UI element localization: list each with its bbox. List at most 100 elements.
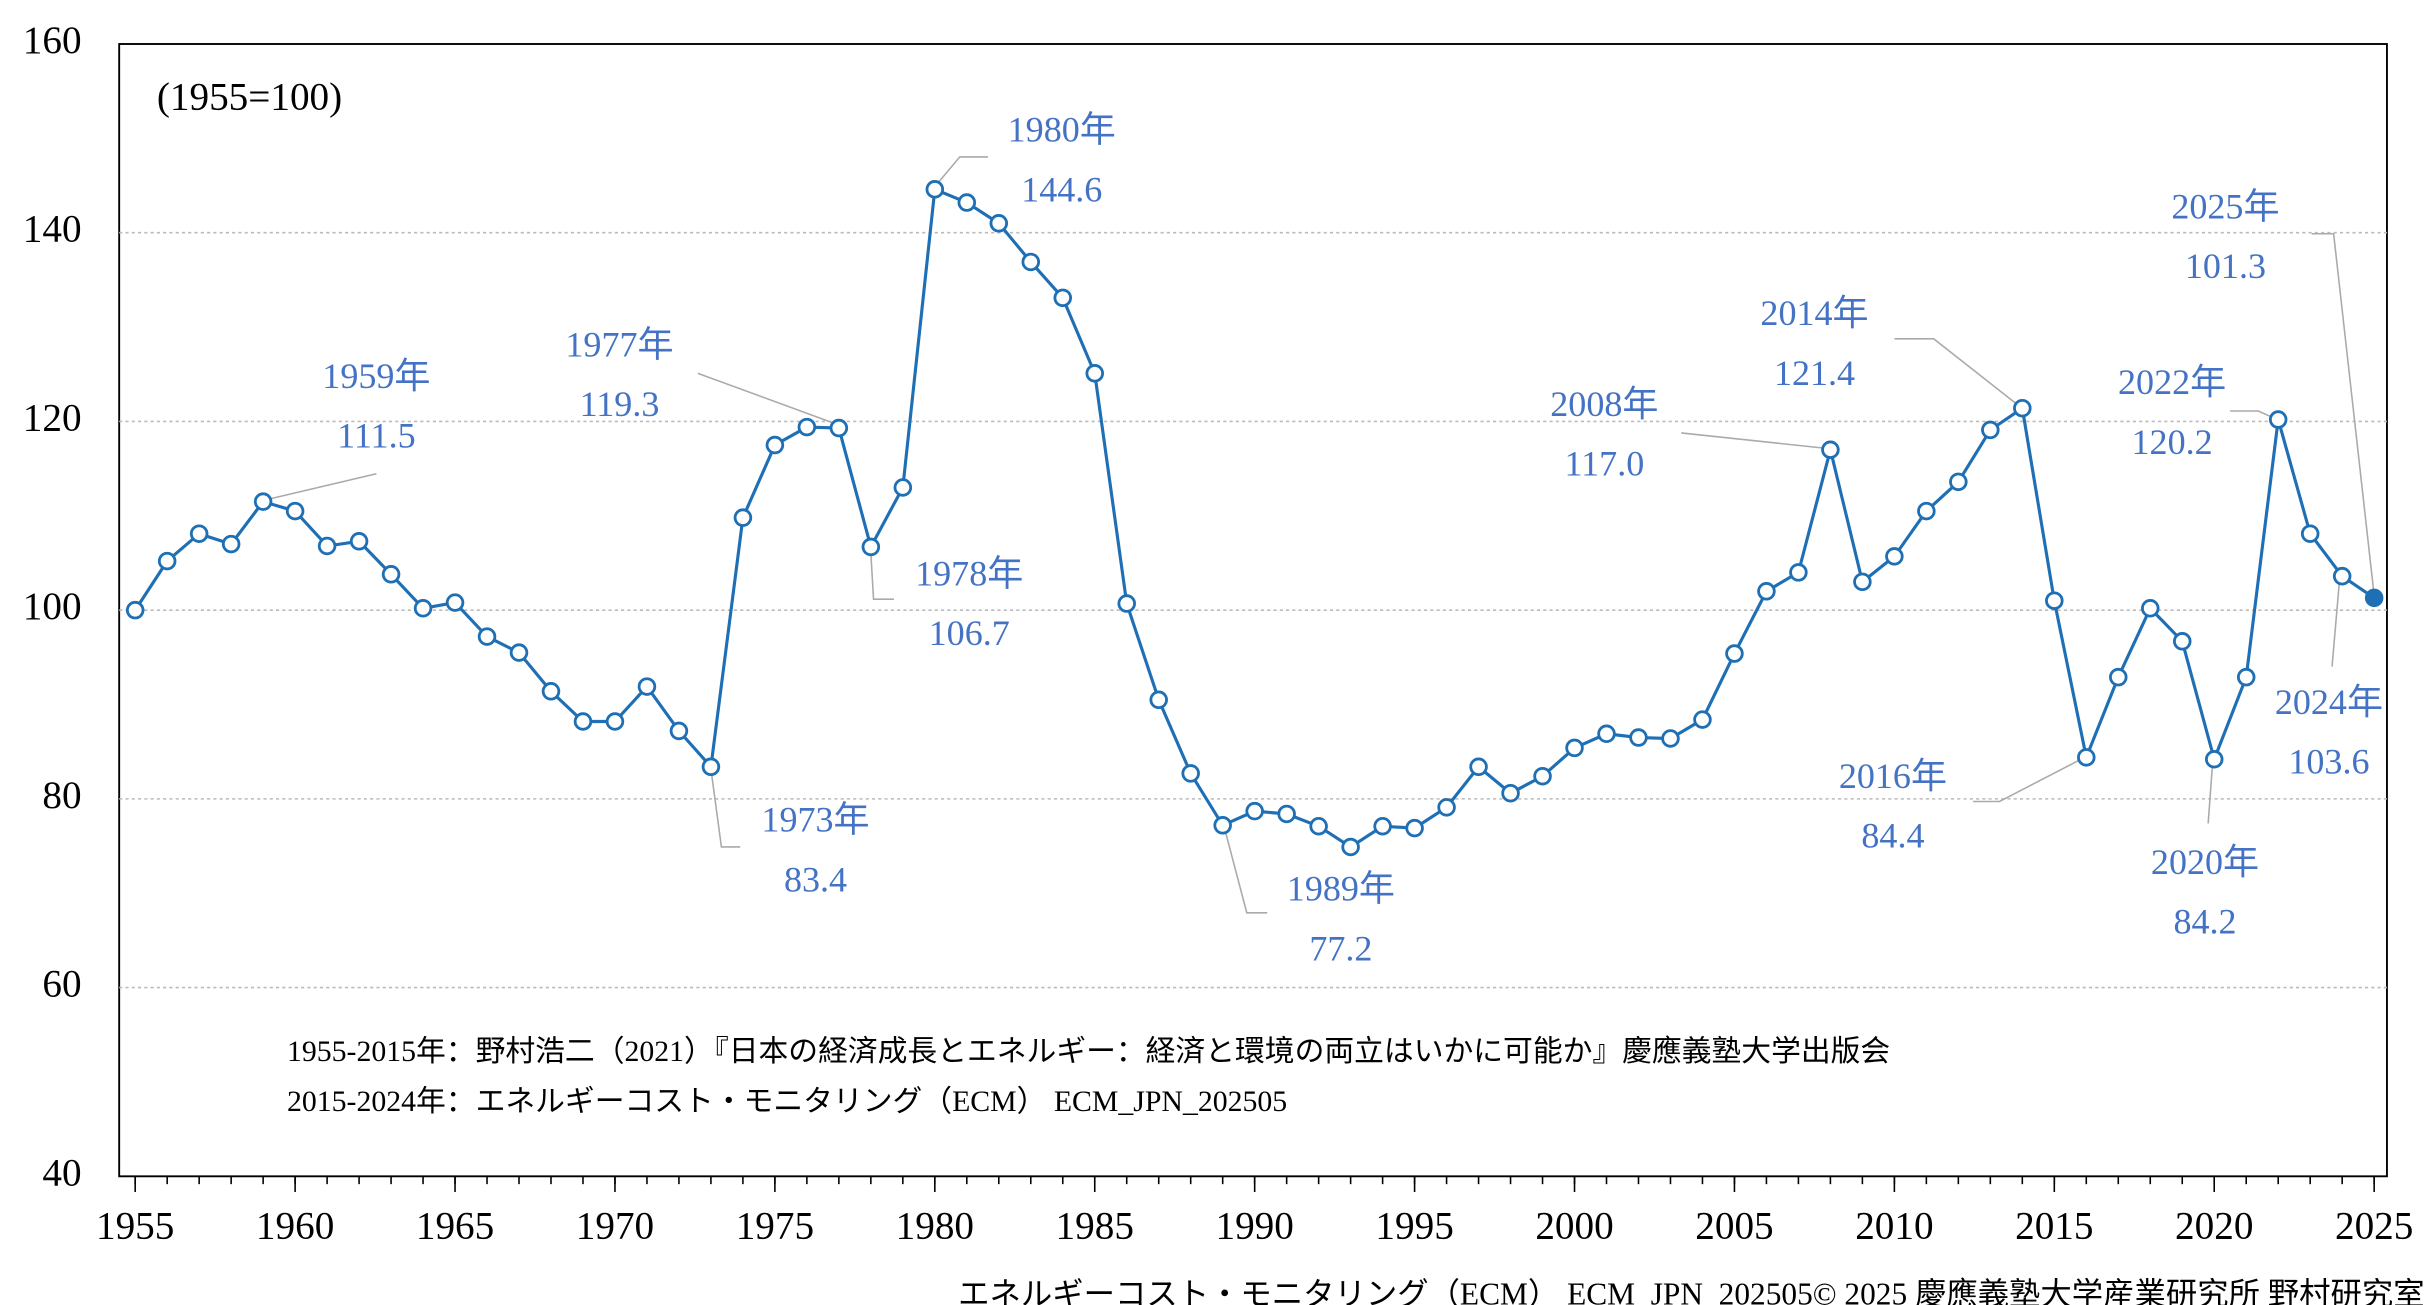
data-point (701, 757, 721, 777)
value-label: 144.6 (1021, 169, 1102, 209)
data-point (765, 435, 785, 455)
data-point (1213, 816, 1232, 835)
y-tick-label: 80 (42, 774, 81, 817)
x-tick-label: 2015 (2015, 1205, 2093, 1248)
x-tick-label: 1965 (416, 1205, 494, 1248)
data-point (637, 677, 657, 696)
data-point (957, 193, 977, 212)
data-point (2141, 599, 2160, 618)
x-tick-label: 1960 (256, 1205, 334, 1248)
leader-line (1972, 756, 2085, 803)
data-point (2204, 749, 2224, 769)
data-point (861, 537, 881, 557)
data-point (573, 712, 593, 731)
data-point (1149, 690, 1168, 710)
point-label: 1989年 (1287, 869, 1395, 909)
value-label: 84.4 (1861, 815, 1924, 855)
data-point (349, 532, 369, 551)
data-point (2236, 667, 2256, 687)
data-point (1725, 644, 1744, 663)
leader-line (1222, 823, 1268, 914)
data-point (989, 214, 1009, 233)
data-point (1757, 582, 1776, 601)
x-tick-label: 2020 (2175, 1205, 2253, 1248)
point-label: 2016年 (1839, 756, 1947, 796)
leader-line (869, 545, 894, 600)
data-point (1981, 420, 2000, 440)
leader-line (1894, 338, 2023, 409)
point-label: 1973年 (761, 800, 869, 840)
data-point (253, 492, 273, 511)
x-tick-label: 1995 (1375, 1205, 1453, 1248)
data-point (669, 721, 689, 741)
data-point (1117, 594, 1136, 613)
leader-line (709, 765, 741, 848)
data-point (317, 536, 337, 556)
data-point (381, 565, 401, 584)
y-tick-label: 100 (23, 585, 82, 628)
x-tick-label: 2010 (1855, 1205, 1933, 1248)
leader-line (263, 472, 377, 502)
data-point (541, 682, 561, 701)
x-tick-label: 2000 (1535, 1205, 1613, 1248)
value-label: 103.6 (2288, 742, 2369, 782)
series-line (133, 187, 2376, 849)
value-label: 111.5 (337, 415, 415, 455)
leader-line (2331, 575, 2341, 667)
data-point (157, 551, 177, 571)
data-point (1245, 801, 1264, 821)
value-label: 77.2 (1309, 928, 1372, 968)
leader-line (697, 372, 840, 426)
data-point (1373, 816, 1392, 836)
data-point (1597, 724, 1616, 744)
y-tick-label: 120 (23, 396, 82, 439)
leader-line (934, 156, 989, 188)
point-label: 1980年 (1008, 110, 1116, 150)
data-point (1469, 757, 1488, 777)
value-label: 101.3 (2185, 246, 2266, 286)
data-point (189, 524, 209, 543)
data-point (1789, 563, 1808, 582)
point-label: 2014年 (1760, 293, 1868, 333)
leader-line (2311, 232, 2376, 598)
x-tick-label: 1985 (1056, 1205, 1134, 1248)
point-label: 2022年 (2118, 362, 2226, 402)
data-point (445, 593, 465, 612)
data-point (285, 501, 305, 521)
data-point (605, 712, 625, 731)
data-point (125, 600, 145, 620)
source-line: 2015-2024年：エネルギーコスト・モニタリング（ECM） ECM_JPN_… (287, 1085, 1287, 1118)
value-label: 119.3 (580, 384, 660, 424)
data-point (2172, 632, 2192, 651)
data-point (1949, 472, 1968, 492)
x-tick-label: 1990 (1215, 1205, 1293, 1248)
y-tick-label: 160 (23, 19, 82, 62)
data-point (509, 643, 529, 662)
data-point (2300, 524, 2320, 543)
data-point (221, 534, 241, 554)
data-point (1533, 766, 1552, 786)
x-tick-label: 2005 (1695, 1205, 1773, 1248)
point-label: 2008年 (1550, 384, 1658, 424)
data-point (1309, 816, 1328, 836)
data-point (1053, 288, 1073, 308)
data-point (1437, 798, 1456, 817)
value-label: 83.4 (784, 859, 847, 899)
data-point (1693, 710, 1712, 729)
x-tick-label: 2025 (2335, 1205, 2413, 1248)
data-point (1501, 783, 1520, 803)
data-point (1405, 818, 1424, 838)
point-label: 2025年 (2171, 187, 2279, 227)
data-point (1853, 572, 1872, 592)
leader-line (2207, 759, 2214, 824)
data-point (2109, 667, 2128, 687)
point-label: 1959年 (322, 356, 430, 396)
data-point (2077, 748, 2096, 767)
data-point (2332, 566, 2352, 586)
data-point (2045, 591, 2064, 610)
data-point (413, 599, 433, 618)
x-tick-label: 1975 (736, 1205, 814, 1248)
point-label: 2020年 (2151, 842, 2259, 882)
data-point (1085, 364, 1104, 383)
data-point (829, 418, 849, 438)
